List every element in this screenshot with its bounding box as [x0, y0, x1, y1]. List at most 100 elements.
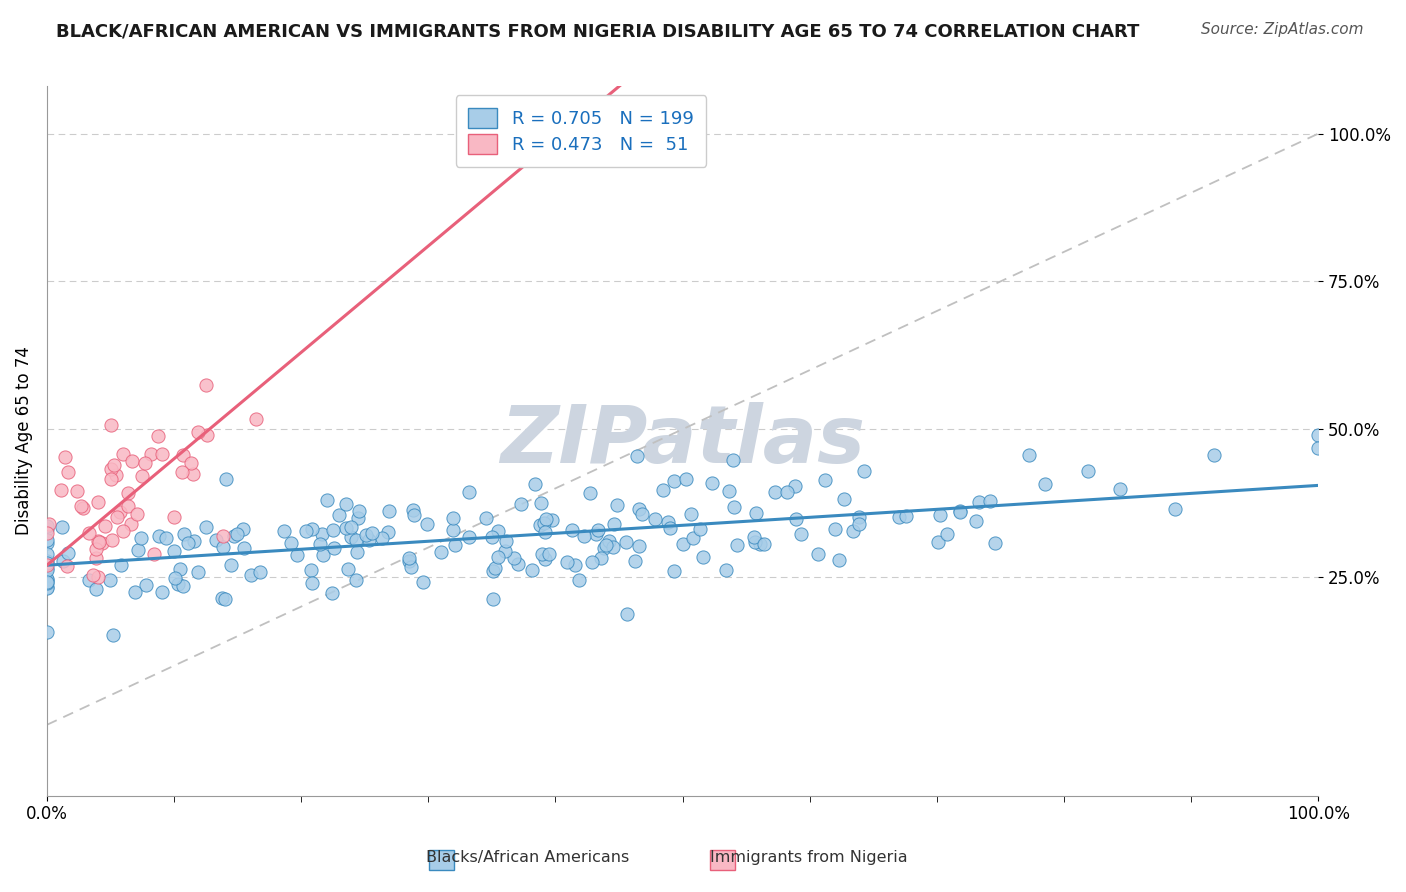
Point [150, 585, 173, 599]
Point [626, 450, 648, 464]
Point [1077, 464, 1099, 478]
Point [51, 520, 73, 534]
Point [155, 531, 177, 545]
Point [134, 456, 156, 470]
Point [606, 498, 628, 512]
Point [187, 565, 209, 579]
Point [321, 586, 343, 600]
Point [35, 624, 58, 639]
Point [624, 554, 647, 568]
Point [211, 591, 233, 606]
Point [35, 556, 58, 570]
Point [340, 530, 363, 544]
Point [689, 522, 711, 536]
Point [790, 527, 813, 541]
Point [53, 450, 76, 464]
Point [444, 538, 467, 552]
Point [568, 573, 591, 587]
Point [402, 503, 425, 517]
Point [506, 558, 529, 572]
Point [832, 491, 855, 506]
Point [148, 529, 170, 543]
Point [416, 517, 439, 532]
Point [692, 550, 714, 565]
Point [482, 564, 505, 578]
Point [510, 497, 533, 511]
Point [205, 533, 228, 548]
Point [627, 539, 650, 553]
Point [481, 592, 503, 607]
Point [853, 464, 876, 478]
Point [35, 554, 58, 568]
Point [848, 516, 870, 531]
Point [84, 551, 107, 566]
Point [100, 418, 122, 433]
Point [35, 535, 58, 549]
Point [35, 533, 58, 547]
Point [146, 429, 169, 443]
Point [658, 521, 681, 535]
Point [323, 541, 346, 556]
Point [56, 466, 79, 480]
Point [170, 465, 193, 479]
Point [495, 534, 517, 549]
Point [848, 509, 870, 524]
Point [744, 534, 766, 549]
Point [935, 527, 957, 541]
Point [602, 516, 624, 531]
Point [35, 580, 58, 594]
Point [233, 541, 256, 555]
Point [523, 477, 546, 491]
Text: Immigrants from Nigeria: Immigrants from Nigeria [710, 850, 907, 865]
Text: BLACK/AFRICAN AMERICAN VS IMMIGRANTS FROM NIGERIA DISABILITY AGE 65 TO 74 CORREL: BLACK/AFRICAN AMERICAN VS IMMIGRANTS FRO… [56, 22, 1140, 40]
Point [49, 483, 72, 497]
Point [211, 540, 233, 554]
Point [783, 478, 806, 492]
Point [785, 512, 807, 526]
Point [195, 377, 218, 392]
Point [361, 525, 384, 540]
Point [183, 534, 205, 549]
Point [377, 525, 399, 540]
Point [347, 504, 370, 518]
Point [589, 550, 612, 565]
Point [948, 504, 970, 518]
Point [172, 448, 194, 462]
Point [212, 529, 235, 543]
Point [335, 521, 357, 535]
Point [530, 547, 553, 561]
Point [593, 541, 616, 555]
Point [195, 428, 218, 442]
Point [965, 515, 987, 529]
Point [564, 558, 586, 572]
Point [35, 572, 58, 586]
Point [814, 474, 837, 488]
Point [644, 512, 666, 526]
Point [124, 584, 146, 599]
Point [494, 544, 516, 558]
Point [541, 513, 564, 527]
Point [58, 546, 80, 560]
Point [581, 555, 603, 569]
Point [100, 472, 122, 486]
Point [718, 483, 741, 498]
Point [520, 563, 543, 577]
Point [35, 574, 58, 589]
Point [180, 456, 202, 470]
Point [346, 544, 368, 558]
Point [141, 447, 163, 461]
Point [38, 516, 60, 531]
Point [529, 517, 551, 532]
Point [983, 535, 1005, 549]
Point [752, 537, 775, 551]
Point [142, 547, 165, 561]
Point [328, 508, 350, 523]
Point [574, 529, 596, 543]
Point [748, 537, 770, 551]
Point [763, 484, 786, 499]
Point [105, 509, 128, 524]
Point [481, 530, 503, 544]
Point [105, 467, 128, 482]
Y-axis label: Disability Age 65 to 74: Disability Age 65 to 74 [15, 347, 32, 535]
Point [723, 453, 745, 467]
